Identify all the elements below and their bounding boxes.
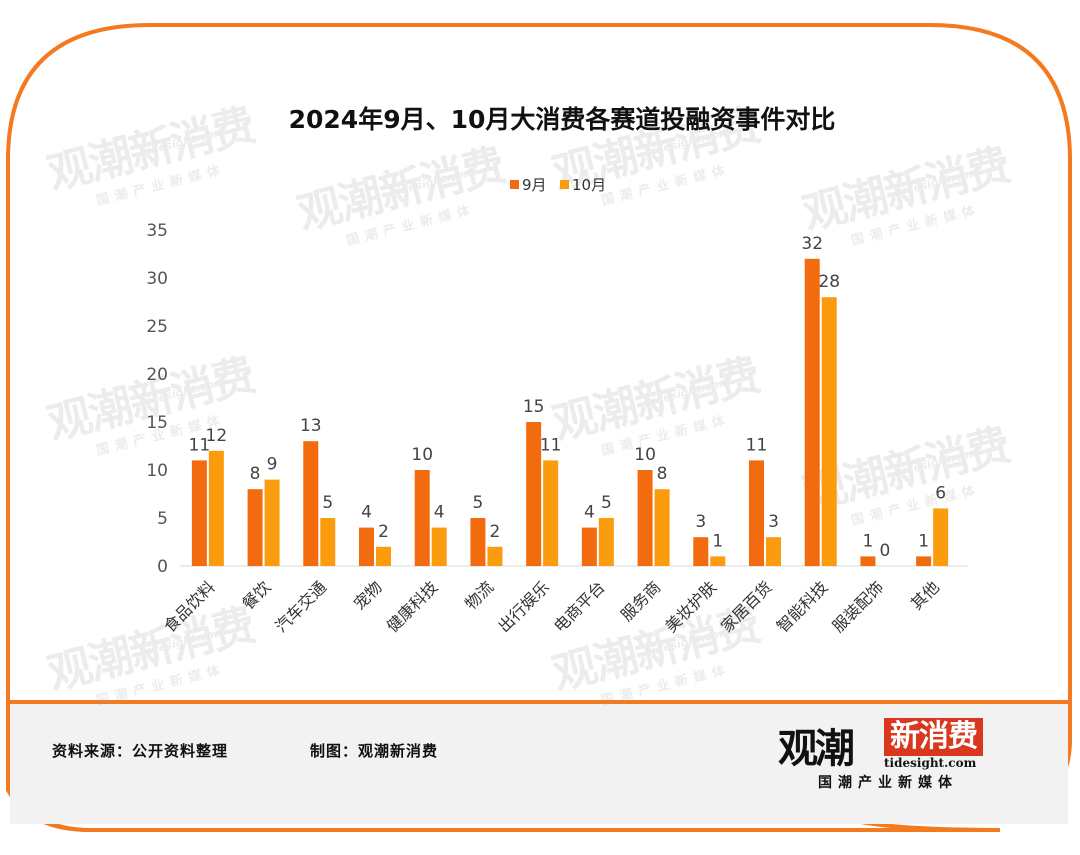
- y-tick-label: 10: [146, 461, 168, 481]
- data-label: 8: [250, 464, 261, 484]
- y-tick-label: 5: [157, 509, 168, 529]
- data-label: 2: [490, 522, 501, 542]
- y-tick-label: 25: [146, 317, 168, 337]
- x-tick-label: 美妆护肤: [661, 577, 720, 636]
- data-label: 5: [601, 493, 612, 513]
- data-label: 1: [863, 531, 874, 551]
- x-tick-label: 宠物: [350, 577, 386, 613]
- data-label: 4: [434, 503, 445, 523]
- bar: [693, 537, 709, 566]
- x-tick-label: 电商平台: [550, 577, 609, 636]
- bar: [637, 470, 653, 566]
- bar: [543, 460, 559, 566]
- data-label: 4: [361, 503, 372, 523]
- data-label: 3: [695, 512, 706, 532]
- data-label: 11: [540, 435, 562, 455]
- bar: [766, 537, 781, 566]
- data-label: 1: [918, 531, 929, 551]
- data-label: 12: [206, 426, 228, 446]
- logo-url: tidesight.com: [884, 756, 977, 770]
- data-label: 5: [322, 493, 333, 513]
- y-tick-label: 15: [146, 413, 168, 433]
- bar: [487, 546, 503, 566]
- bar: [821, 297, 837, 566]
- brand-logo: 观潮 新消费 tidesight.com 国潮产业新媒体: [778, 716, 1018, 796]
- x-tick-label: 食品饮料: [160, 577, 219, 636]
- bar: [526, 422, 542, 566]
- bar: [749, 460, 764, 566]
- bar: [191, 460, 207, 566]
- data-label: 28: [818, 272, 840, 292]
- bar: [470, 518, 486, 566]
- legend-label: 9月: [522, 176, 547, 194]
- x-tick-label: 家居百货: [717, 577, 776, 636]
- bar: [320, 518, 336, 566]
- bar: [376, 546, 391, 566]
- bar: [860, 556, 876, 566]
- y-tick-label: 35: [146, 221, 168, 241]
- bar: [804, 258, 820, 566]
- bar: [598, 518, 614, 566]
- bar: [303, 441, 319, 566]
- logo-main-text: 观潮: [778, 725, 855, 772]
- data-label: 32: [801, 234, 823, 254]
- data-label: 11: [746, 435, 768, 455]
- x-tick-label: 餐饮: [238, 577, 274, 613]
- data-label: 0: [880, 541, 891, 561]
- y-tick-label: 0: [157, 557, 168, 577]
- bar: [933, 508, 949, 566]
- x-tick-label: 健康科技: [383, 577, 442, 636]
- bar: [414, 470, 430, 566]
- y-tick-label: 30: [146, 269, 168, 289]
- data-label: 10: [411, 445, 433, 465]
- chart-title: 2024年9月、10月大消费各赛道投融资事件对比: [288, 105, 836, 134]
- legend-swatch: [510, 180, 519, 189]
- bar: [710, 556, 726, 566]
- bar: [359, 527, 374, 566]
- bar: [264, 479, 280, 566]
- data-label: 6: [935, 483, 946, 503]
- data-label: 9: [267, 455, 278, 475]
- legend-swatch: [560, 180, 569, 189]
- data-label: 11: [189, 435, 211, 455]
- x-tick-label: 服装配饰: [829, 577, 888, 636]
- source-note: 资料来源：公开资料整理: [52, 742, 229, 760]
- bar: [247, 489, 263, 566]
- data-label: 2: [378, 522, 389, 542]
- bar: [208, 450, 224, 566]
- data-label: 8: [657, 464, 668, 484]
- x-tick-label: 汽车交通: [271, 577, 330, 636]
- bar: [916, 556, 932, 566]
- logo-brand-text: 新消费: [884, 718, 983, 756]
- data-label: 10: [634, 445, 656, 465]
- maker-note: 制图：观潮新消费: [310, 742, 439, 760]
- bar: [431, 527, 447, 566]
- data-label: 5: [473, 493, 484, 513]
- data-label: 3: [768, 512, 779, 532]
- data-label: 1: [712, 531, 723, 551]
- legend-label: 10月: [572, 176, 606, 194]
- x-tick-label: 出行娱乐: [494, 577, 553, 636]
- data-label: 4: [584, 503, 595, 523]
- data-label: 13: [300, 416, 322, 436]
- x-tick-label: 服务商: [617, 577, 664, 624]
- bar: [654, 489, 670, 566]
- data-label: 15: [523, 397, 545, 417]
- x-tick-label: 其他: [907, 577, 943, 613]
- x-tick-label: 物流: [461, 577, 497, 613]
- logo-tagline: 国潮产业新媒体: [818, 775, 958, 791]
- y-tick-label: 20: [146, 365, 168, 385]
- bar: [581, 527, 597, 566]
- x-tick-label: 智能科技: [773, 577, 832, 636]
